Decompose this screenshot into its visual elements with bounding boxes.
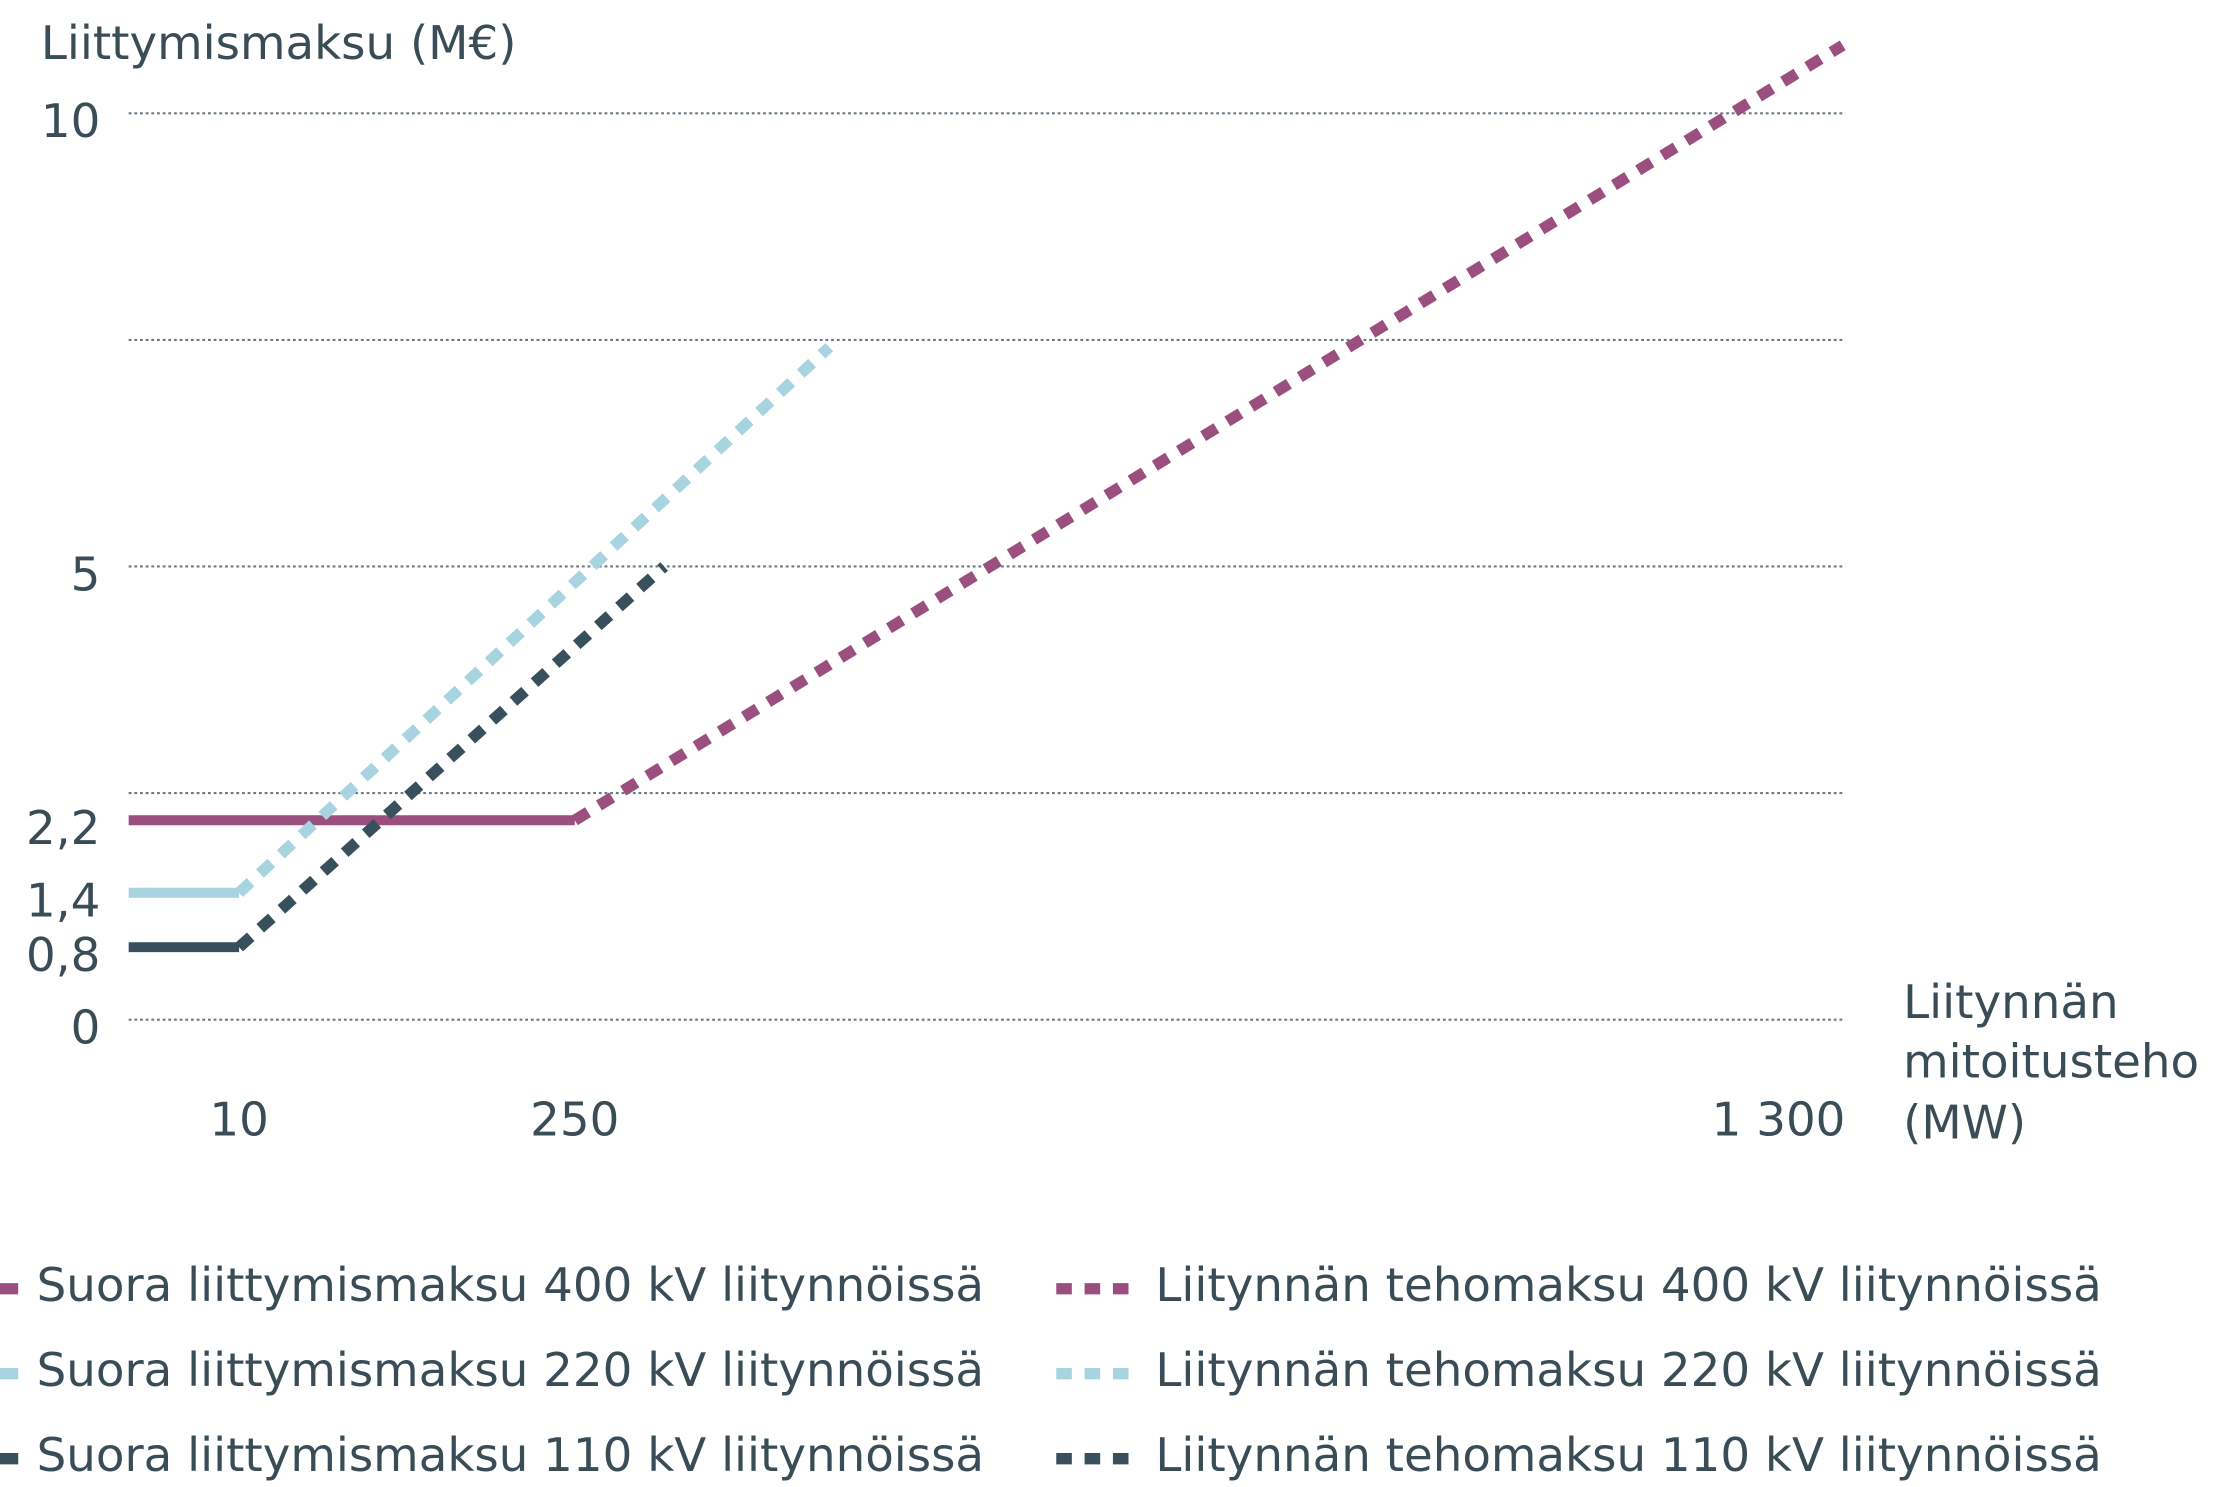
y-axis-label: Liittymismaksu (M€)	[41, 17, 517, 71]
y-tick-label: 0,8	[26, 929, 100, 983]
series-line	[235, 562, 668, 952]
y-tick-label: 2,2	[26, 802, 100, 856]
series-line	[235, 342, 834, 897]
y-tick-label: 0	[71, 1001, 101, 1055]
legend-label: Suora liittymismaksu 110 kV liitynnöissä	[37, 1429, 984, 1483]
legend-label: Liitynnän tehomaksu 220 kV liitynnöissä	[1155, 1344, 2101, 1398]
series-line	[571, 40, 1846, 826]
x-axis-label: (MW)	[1903, 1096, 2026, 1150]
x-tick-label: 250	[530, 1094, 619, 1148]
legend-label: Suora liittymismaksu 220 kV liitynnöissä	[37, 1344, 984, 1398]
x-axis-label: mitoitusteho	[1903, 1035, 2199, 1089]
legend-label: Liitynnän tehomaksu 400 kV liitynnöissä	[1155, 1259, 2101, 1313]
legend-label: Liitynnän tehomaksu 110 kV liitynnöissä	[1155, 1429, 2101, 1483]
x-tick-label: 1 300	[1712, 1094, 1846, 1148]
legend-label: Suora liittymismaksu 400 kV liitynnöissä	[37, 1259, 984, 1313]
y-tick-label: 1,4	[26, 875, 100, 929]
y-tick-label: 10	[41, 95, 100, 149]
x-axis-label: Liitynnän	[1903, 976, 2118, 1030]
x-tick-label: 10	[209, 1094, 268, 1148]
y-tick-label: 5	[71, 548, 101, 602]
